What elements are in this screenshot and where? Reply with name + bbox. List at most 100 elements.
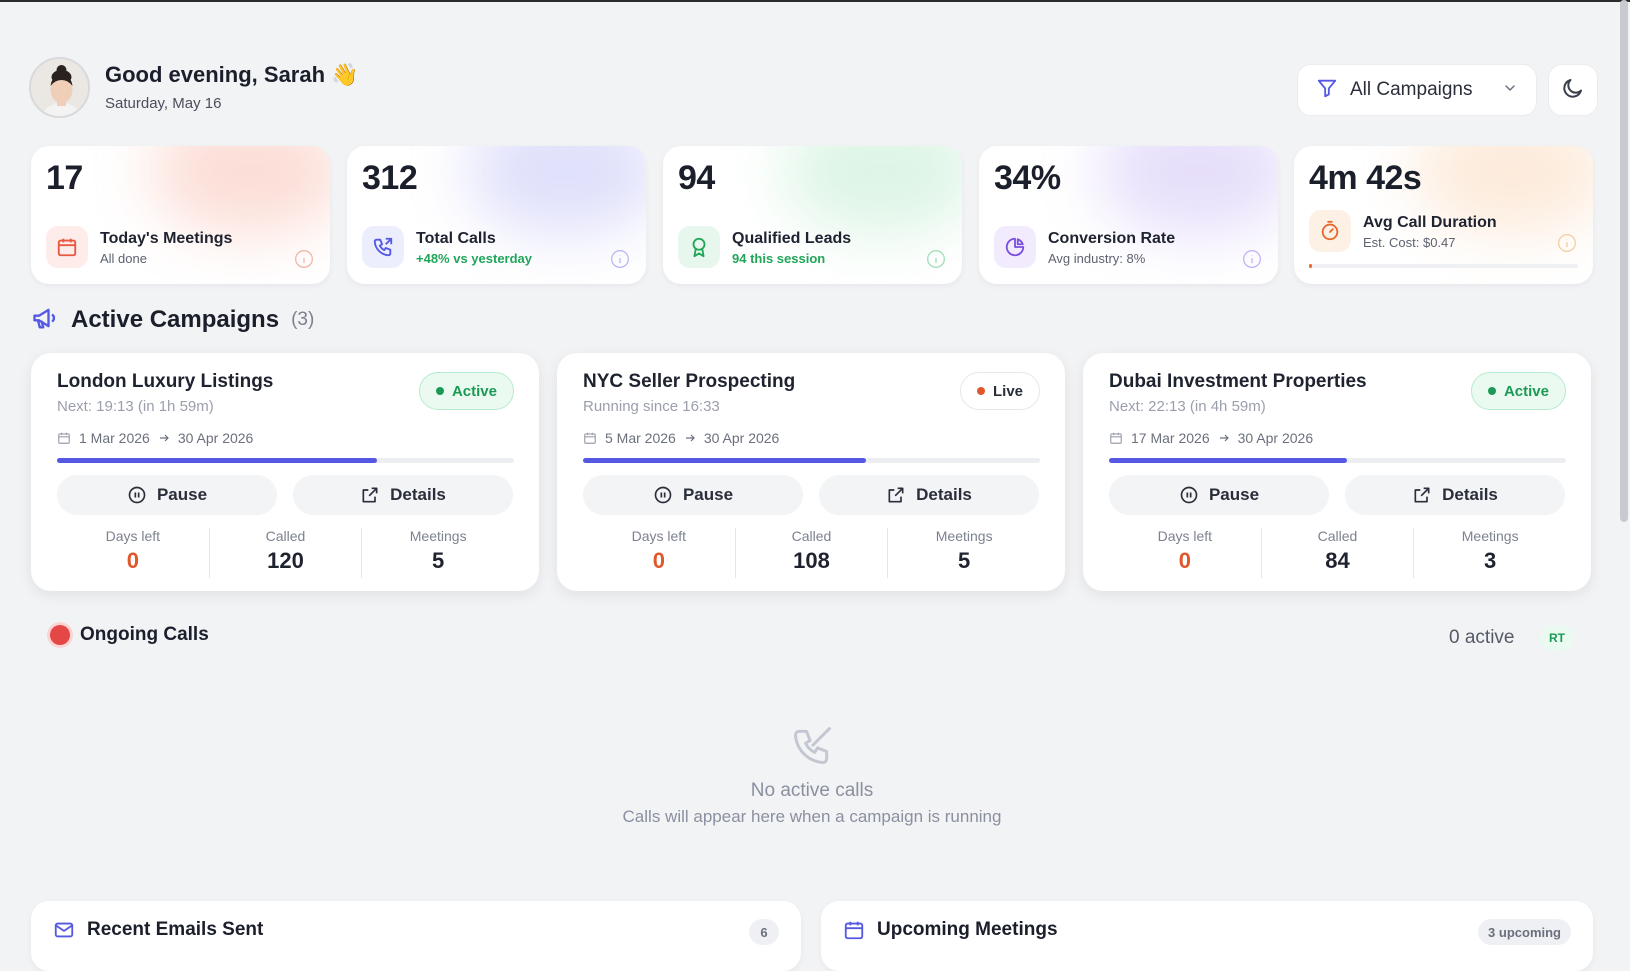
active-calls-count: 0 active	[1449, 627, 1515, 648]
days-left-value: 0	[126, 548, 139, 573]
stat-value: 4m 42s	[1309, 159, 1422, 197]
megaphone-icon	[31, 304, 59, 337]
stat-title: Conversion Rate	[1048, 230, 1176, 247]
stat-card-meetings[interactable]: 17 Today's Meetings All done	[31, 146, 330, 284]
panel-title: Recent Emails Sent	[87, 919, 264, 940]
external-link-icon	[888, 487, 904, 503]
stat-title: Qualified Leads	[732, 230, 852, 247]
empty-state-title: No active calls	[750, 780, 874, 801]
campaign-filter-dropdown[interactable]: All Campaigns	[1297, 64, 1537, 116]
calendar-icon	[584, 432, 596, 444]
panel-title: Upcoming Meetings	[877, 919, 1058, 940]
pause-button[interactable]: Pause	[583, 475, 803, 515]
campaign-progress	[57, 458, 514, 463]
stat-value: 94	[678, 159, 715, 197]
campaign-dates: 17 Mar 2026 30 Apr 2026	[1109, 430, 1313, 446]
stat-subtitle: Avg industry: 8%	[1048, 251, 1146, 266]
details-button[interactable]: Details	[293, 475, 513, 515]
recent-emails-panel: Recent Emails Sent 6	[31, 901, 801, 971]
info-icon[interactable]	[926, 249, 946, 269]
stats-row: 17 Today's Meetings All done 312 Total C…	[31, 146, 1593, 284]
phone-off-icon	[794, 726, 832, 764]
campaign-dates: 5 Mar 2026 30 Apr 2026	[583, 430, 779, 446]
campaign-card-dubai[interactable]: Dubai Investment Properties Next: 22:13 …	[1083, 353, 1591, 591]
realtime-badge: RT	[1540, 625, 1574, 651]
pause-button[interactable]: Pause	[57, 475, 277, 515]
campaign-dates: 1 Mar 2026 30 Apr 2026	[57, 430, 253, 446]
called-value: 120	[267, 548, 304, 573]
avatar[interactable]	[29, 57, 90, 118]
status-badge: Active	[1470, 372, 1566, 410]
moon-icon	[1561, 76, 1585, 105]
campaign-stats: Days left 0 Called 84 Meetings 3	[1109, 528, 1566, 578]
stat-title: Avg Call Duration	[1363, 214, 1497, 231]
page-scrollbar[interactable]	[1620, 0, 1628, 522]
pause-icon	[654, 486, 672, 504]
pause-icon	[1180, 486, 1198, 504]
chevron-down-icon	[1502, 80, 1518, 101]
campaign-stats: Days left 0 Called 120 Meetings 5	[57, 528, 514, 578]
calendar-icon	[46, 226, 88, 268]
arrow-right-icon	[685, 434, 695, 442]
status-badge: Active	[418, 372, 514, 410]
stat-title: Total Calls	[416, 230, 496, 247]
stat-title: Today's Meetings	[100, 230, 233, 247]
stat-card-conversion[interactable]: 34% Conversion Rate Avg industry: 8%	[979, 146, 1278, 284]
mail-icon	[54, 922, 74, 938]
days-left-value: 0	[652, 548, 665, 573]
calendar-icon	[1110, 432, 1122, 444]
arrow-right-icon	[159, 434, 169, 442]
campaign-next-run: Running since 16:33	[583, 398, 720, 415]
phone-outgoing-icon	[362, 226, 404, 268]
current-date: Saturday, May 16	[105, 95, 222, 112]
stat-subtitle: Est. Cost: $0.47	[1363, 235, 1456, 250]
campaign-stats: Days left 0 Called 108 Meetings 5	[583, 528, 1040, 578]
stat-card-leads[interactable]: 94 Qualified Leads 94 this session	[663, 146, 962, 284]
stat-value: 17	[46, 159, 83, 197]
section-count: (3)	[291, 309, 315, 330]
filter-icon	[1316, 77, 1338, 104]
stat-value: 312	[362, 159, 418, 197]
active-campaigns-heading: Active Campaigns (3)	[31, 303, 314, 337]
called-value: 84	[1325, 548, 1350, 573]
stat-subtitle: 94 this session	[732, 251, 826, 266]
campaign-name: London Luxury Listings	[57, 371, 274, 392]
details-button[interactable]: Details	[819, 475, 1039, 515]
stat-card-duration[interactable]: 4m 42s Avg Call Duration Est. Cost: $0.4…	[1294, 146, 1593, 284]
upcoming-meetings-panel: Upcoming Meetings 3 upcoming	[821, 901, 1593, 971]
calendar-icon	[844, 921, 864, 940]
stat-value: 34%	[994, 159, 1061, 197]
details-button[interactable]: Details	[1345, 475, 1565, 515]
campaign-progress	[1109, 458, 1566, 463]
meetings-value: 5	[432, 548, 445, 573]
info-icon[interactable]	[294, 249, 314, 269]
cost-progress-bar	[1309, 264, 1578, 268]
campaign-card-nyc[interactable]: NYC Seller Prospecting Running since 16:…	[557, 353, 1065, 591]
theme-toggle-button[interactable]	[1548, 64, 1598, 116]
emails-count-badge: 6	[749, 919, 779, 945]
info-icon[interactable]	[610, 249, 630, 269]
meetings-count-badge: 3 upcoming	[1478, 919, 1571, 945]
meetings-value: 3	[1484, 548, 1497, 573]
meetings-value: 5	[958, 548, 971, 573]
campaign-name: NYC Seller Prospecting	[583, 371, 796, 392]
award-icon	[678, 226, 720, 268]
campaign-card-london[interactable]: London Luxury Listings Next: 19:13 (in 1…	[31, 353, 539, 591]
pause-button[interactable]: Pause	[1109, 475, 1329, 515]
window-top-border	[0, 0, 1630, 2]
external-link-icon	[1414, 487, 1430, 503]
greeting-heading: Good evening, Sarah 👋	[105, 62, 359, 87]
info-icon[interactable]	[1242, 249, 1262, 269]
arrow-right-icon	[1219, 434, 1229, 442]
stat-subtitle: +48% vs yesterday	[416, 251, 533, 266]
section-title: Active Campaigns	[71, 306, 280, 333]
recording-indicator-icon	[50, 625, 70, 645]
filter-label: All Campaigns	[1350, 79, 1473, 100]
called-value: 108	[793, 548, 830, 573]
external-link-icon	[362, 487, 378, 503]
stat-card-calls[interactable]: 312 Total Calls +48% vs yesterday	[347, 146, 646, 284]
info-icon[interactable]	[1557, 233, 1577, 253]
calendar-icon	[58, 432, 70, 444]
days-left-value: 0	[1178, 548, 1191, 573]
timer-icon	[1309, 210, 1351, 252]
